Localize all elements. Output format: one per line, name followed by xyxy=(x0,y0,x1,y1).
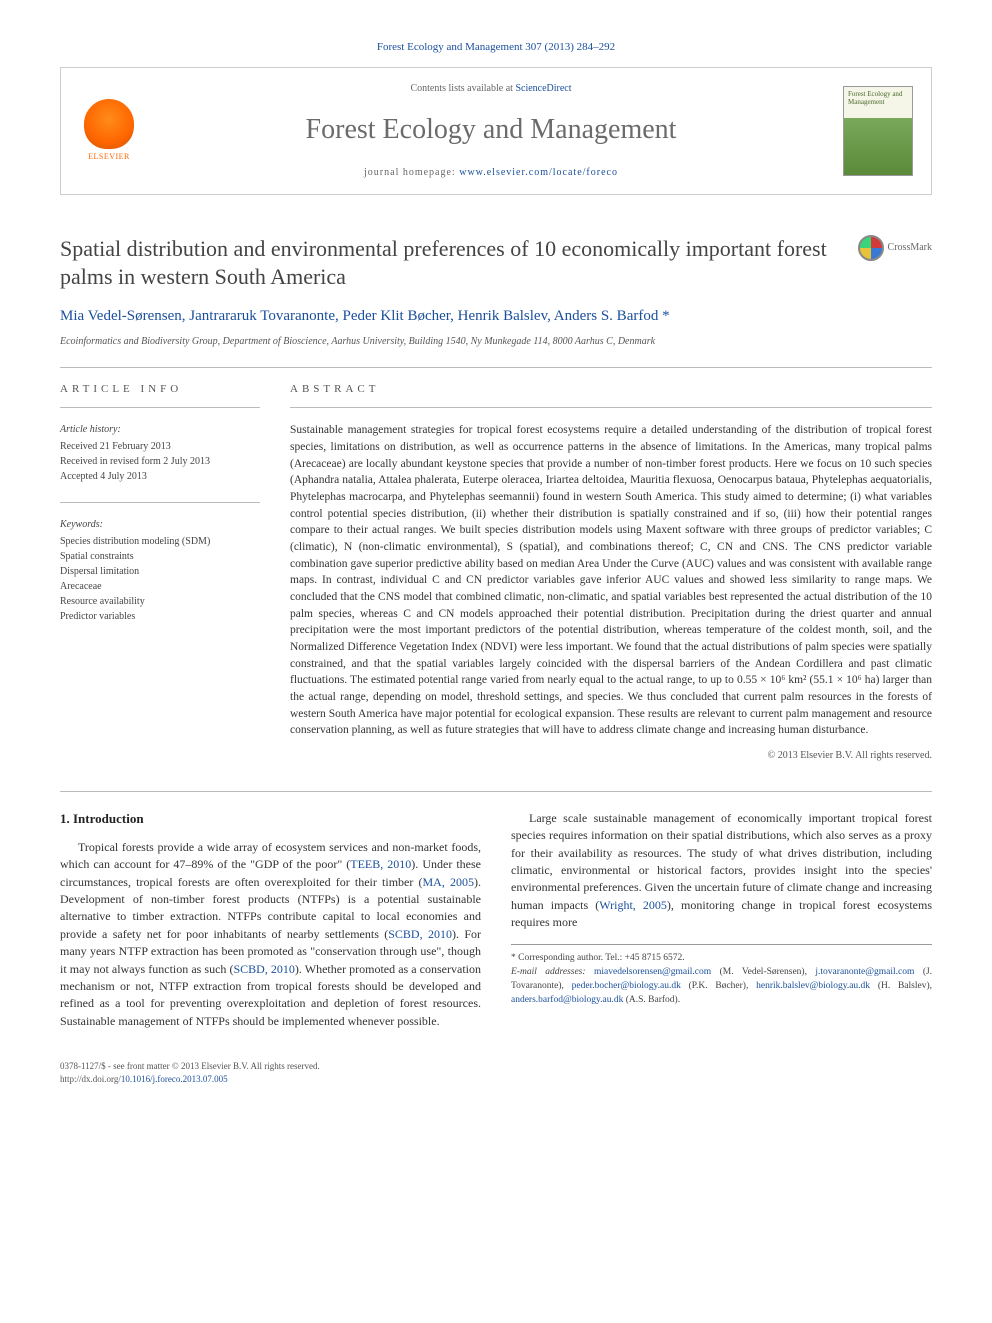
email-addresses: E-mail addresses: miavedelsorensen@gmail… xyxy=(511,965,932,1008)
copyright: © 2013 Elsevier B.V. All rights reserved… xyxy=(290,749,932,763)
crossmark-label: CrossMark xyxy=(888,241,932,255)
keyword: Dispersal limitation xyxy=(60,564,260,579)
issn-line: 0378-1127/$ - see front matter © 2013 El… xyxy=(60,1060,932,1073)
text: Large scale sustainable management of ec… xyxy=(511,811,932,912)
authors: Mia Vedel-Sørensen, Jantrararuk Tovarano… xyxy=(60,306,932,327)
corresponding-author: * Corresponding author. Tel.: +45 8715 6… xyxy=(511,951,932,965)
keyword: Arecaceae xyxy=(60,579,260,594)
article-info: ARTICLE INFO Article history: Received 2… xyxy=(60,382,260,763)
email-who: (A.S. Barfod). xyxy=(626,995,680,1005)
ref-link[interactable]: SCBD, 2010 xyxy=(388,927,452,941)
elsevier-text: ELSEVIER xyxy=(88,151,130,162)
homepage-prefix: journal homepage: xyxy=(364,167,459,178)
title-row: Spatial distribution and environmental p… xyxy=(60,235,932,292)
history-label: Article history: xyxy=(60,422,260,437)
elsevier-tree-icon xyxy=(84,99,134,149)
homepage-link[interactable]: www.elsevier.com/locate/foreco xyxy=(459,167,618,178)
contents-prefix: Contents lists available at xyxy=(410,83,515,94)
author-link[interactable]: Mia Vedel-Sørensen, Jantrararuk Tovarano… xyxy=(60,308,670,324)
citation-header: Forest Ecology and Management 307 (2013)… xyxy=(60,40,932,55)
citation-link[interactable]: Forest Ecology and Management 307 (2013)… xyxy=(377,41,615,53)
keywords-label: Keywords: xyxy=(60,517,260,532)
received-date: Received 21 February 2013 xyxy=(60,439,260,454)
abstract-text: Sustainable management strategies for tr… xyxy=(290,422,932,739)
abstract-divider xyxy=(290,407,932,408)
ref-link[interactable]: SCBD, 2010 xyxy=(233,962,294,976)
keyword: Spatial constraints xyxy=(60,549,260,564)
info-divider xyxy=(60,407,260,408)
doi-line: http://dx.doi.org/10.1016/j.foreco.2013.… xyxy=(60,1073,932,1086)
email-who: (P.K. Bøcher), xyxy=(689,981,749,991)
journal-name: Forest Ecology and Management xyxy=(159,110,823,149)
history-block: Article history: Received 21 February 20… xyxy=(60,422,260,484)
footnotes: * Corresponding author. Tel.: +45 8715 6… xyxy=(511,944,932,1008)
keyword: Predictor variables xyxy=(60,609,260,624)
keywords-block: Keywords: Species distribution modeling … xyxy=(60,517,260,624)
header-center: Contents lists available at ScienceDirec… xyxy=(159,82,823,179)
crossmark-icon xyxy=(858,235,884,261)
email-link[interactable]: j.tovaranonte@gmail.com xyxy=(815,967,914,977)
crossmark-widget[interactable]: CrossMark xyxy=(858,235,932,261)
cover-title: Forest Ecology and Management xyxy=(848,91,908,106)
email-link[interactable]: peder.bocher@biology.au.dk xyxy=(572,981,681,991)
ref-link[interactable]: TEEB, 2010 xyxy=(350,857,411,871)
email-who: (M. Vedel-Sørensen), xyxy=(720,967,807,977)
ref-link[interactable]: MA, 2005 xyxy=(423,875,474,889)
email-who: (H. Balslev), xyxy=(878,981,932,991)
keyword: Species distribution modeling (SDM) xyxy=(60,534,260,549)
intro-paragraph: Large scale sustainable management of ec… xyxy=(511,810,932,932)
abstract: ABSTRACT Sustainable management strategi… xyxy=(290,382,932,763)
email-link[interactable]: anders.barfod@biology.au.dk xyxy=(511,995,623,1005)
sciencedirect-link[interactable]: ScienceDirect xyxy=(515,83,571,94)
body-columns: 1. Introduction Tropical forests provide… xyxy=(60,810,932,1030)
article-title: Spatial distribution and environmental p… xyxy=(60,235,838,292)
email-link[interactable]: miavedelsorensen@gmail.com xyxy=(594,967,711,977)
intro-paragraph: Tropical forests provide a wide array of… xyxy=(60,839,481,1030)
revised-date: Received in revised form 2 July 2013 xyxy=(60,454,260,469)
info-abstract-row: ARTICLE INFO Article history: Received 2… xyxy=(60,382,932,763)
homepage-line: journal homepage: www.elsevier.com/locat… xyxy=(159,166,823,180)
article-info-heading: ARTICLE INFO xyxy=(60,382,260,397)
abstract-heading: ABSTRACT xyxy=(290,382,932,397)
divider xyxy=(60,367,932,368)
journal-cover-thumbnail[interactable]: Forest Ecology and Management xyxy=(843,86,913,176)
keyword: Resource availability xyxy=(60,594,260,609)
footer: 0378-1127/$ - see front matter © 2013 El… xyxy=(60,1060,932,1085)
email-link[interactable]: henrik.balslev@biology.au.dk xyxy=(756,981,870,991)
email-label: E-mail addresses: xyxy=(511,967,586,977)
affiliation: Ecoinformatics and Biodiversity Group, D… xyxy=(60,335,932,349)
doi-prefix: http://dx.doi.org/ xyxy=(60,1074,121,1084)
elsevier-logo[interactable]: ELSEVIER xyxy=(79,96,139,166)
journal-header: ELSEVIER Contents lists available at Sci… xyxy=(60,67,932,194)
intro-heading: 1. Introduction xyxy=(60,810,481,829)
ref-link[interactable]: Wright, 2005 xyxy=(599,898,667,912)
info-divider xyxy=(60,502,260,503)
contents-line: Contents lists available at ScienceDirec… xyxy=(159,82,823,96)
doi-link[interactable]: 10.1016/j.foreco.2013.07.005 xyxy=(121,1074,228,1084)
body-divider xyxy=(60,791,932,792)
accepted-date: Accepted 4 July 2013 xyxy=(60,469,260,484)
